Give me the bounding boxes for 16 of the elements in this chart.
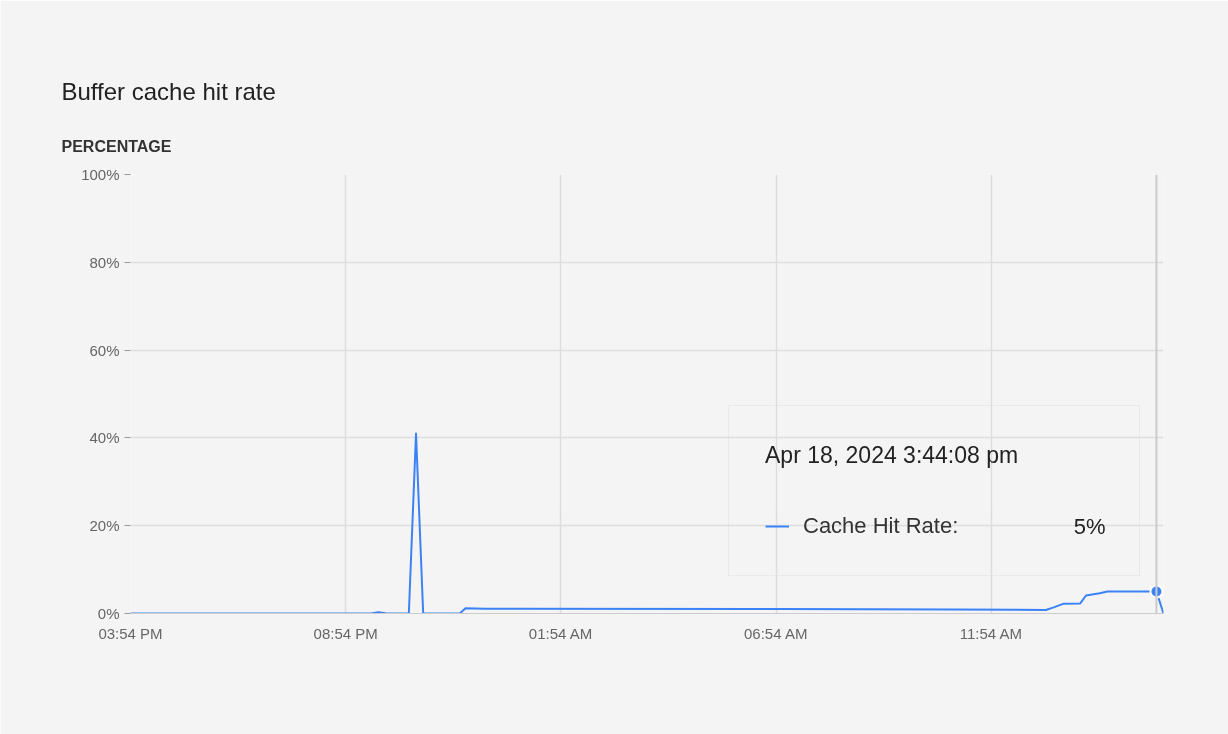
y-tick-label: 60% xyxy=(89,341,120,359)
x-tick-label: 06:54 AM xyxy=(744,624,808,642)
y-tick-label: 100% xyxy=(81,166,120,183)
x-tick-label: 03:54 PM xyxy=(98,624,163,642)
y-tick-label: 80% xyxy=(89,253,120,271)
legend-label: Cache Hit Rate: xyxy=(803,513,959,538)
x-tick-label: 01:54 AM xyxy=(528,624,593,642)
y-tick-label: 40% xyxy=(89,429,120,447)
y-tick-label: 20% xyxy=(89,517,120,535)
chart-title: Buffer cache hit rate xyxy=(61,77,276,105)
x-tick-label: 11:54 AM xyxy=(959,624,1023,642)
legend-title: Apr 18, 2024 3:44:08 pm xyxy=(765,442,1020,469)
y-axis-title: PERCENTAGE xyxy=(61,137,172,155)
x-tick-label: 08:54 PM xyxy=(313,624,378,642)
annotation: 5% xyxy=(1073,514,1106,540)
y-tick-label: 0% xyxy=(97,605,120,622)
